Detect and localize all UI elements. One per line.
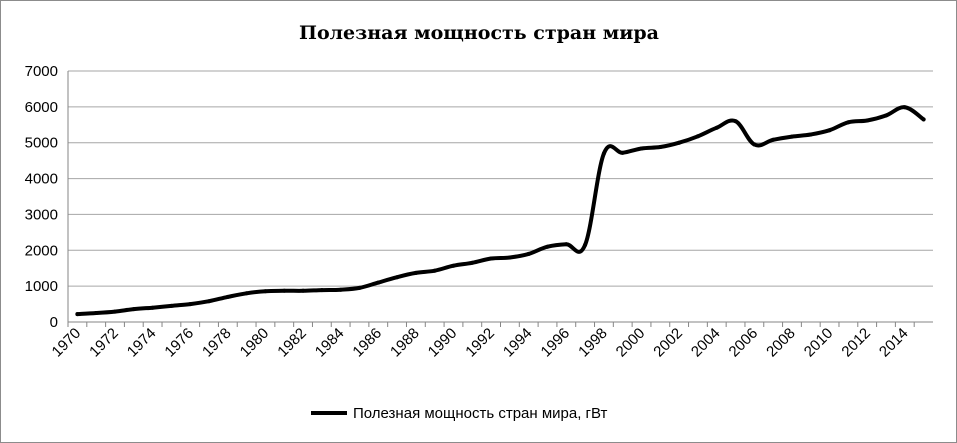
data-point-2000 [639,146,644,151]
axes [67,71,933,327]
x-tick-label-1972: 1972 [86,325,122,361]
data-point-1980 [263,289,268,294]
data-point-1978 [225,294,230,299]
y-tick-label-5000: 5000 [25,135,58,152]
data-point-1979 [244,291,249,296]
x-tick-label-2000: 2000 [613,325,649,361]
data-point-2009 [808,132,813,137]
data-point-2006 [752,142,757,147]
data-point-1986 [376,280,381,285]
x-tick-label-2002: 2002 [650,325,686,361]
x-tick-label-1976: 1976 [161,325,197,361]
x-axis-tick-labels: 1970 1972 1974 1976 1978 1980 1982 1984 1986 1988… [49,325,912,361]
x-tick-label-1978: 1978 [199,325,235,361]
x-tick-label-1984: 1984 [312,325,348,361]
x-tick-label-1996: 1996 [538,325,574,361]
data-point-2005 [733,119,738,124]
data-point-2015 [921,117,926,122]
x-tick-label-2014: 2014 [876,325,912,361]
data-point-1974 [150,305,155,310]
series-line-0 [75,105,926,317]
data-point-1985 [357,285,362,290]
y-tick-label-1000: 1000 [25,278,58,295]
data-point-1970 [75,312,80,317]
data-point-2013 [884,113,888,118]
data-point-1987 [395,275,400,280]
y-tick-label-0: 0 [50,314,58,331]
data-point-1976 [188,302,193,307]
data-point-1983 [319,288,324,293]
data-point-2012 [865,118,870,123]
data-point-1996 [564,242,569,247]
data-point-2001 [658,145,663,149]
data-point-2014 [902,105,907,110]
x-tick-label-1998: 1998 [575,325,611,361]
data-point-1998 [601,151,606,156]
data-point-1990 [451,263,456,268]
data-point-1991 [470,260,475,265]
data-point-1984 [338,287,343,292]
data-point-1997 [583,242,588,247]
x-tick-label-2004: 2004 [688,325,724,361]
data-point-1989 [432,268,437,273]
x-tick-label-2008: 2008 [763,325,799,361]
x-tick-label-1992: 1992 [462,325,498,361]
data-point-1988 [413,270,418,275]
data-point-1995 [545,244,550,249]
data-point-1992 [489,256,494,261]
legend-label: Полезная мощность стран мира, гВт [353,405,608,422]
chart-title: Полезная мощность стран мира [299,22,659,44]
x-tick-label-2012: 2012 [838,325,874,361]
x-tick-label-1986: 1986 [349,325,385,361]
data-point-1975 [169,303,174,308]
y-tick-label-2000: 2000 [25,242,58,259]
data-point-1994 [526,251,531,256]
y-tick-label-6000: 6000 [25,99,58,116]
data-point-2002 [677,140,682,145]
data-point-1973 [131,307,136,312]
data-point-1977 [207,299,211,304]
data-point-2010 [827,128,832,133]
data-point-1972 [113,309,117,314]
y-axis-tick-labels: 0 1000 2000 3000 4000 5000 6000 7000 [25,63,58,331]
data-point-1993 [507,255,512,260]
y-tick-label-3000: 3000 [25,206,58,223]
x-tick-label-1982: 1982 [274,325,310,361]
data-point-1971 [94,311,99,315]
x-tick-label-1988: 1988 [387,325,423,361]
gridlines [68,70,933,287]
data-point-1982 [301,288,306,293]
data-point-2008 [790,134,794,139]
x-tick-label-1994: 1994 [500,325,536,361]
x-tick-label-1990: 1990 [425,325,461,361]
x-tick-label-2010: 2010 [801,325,837,361]
x-tick-label-2006: 2006 [726,325,762,361]
legend: Полезная мощность стран мира, гВт [311,405,608,422]
series-layer [75,105,926,317]
data-point-2011 [846,120,851,125]
data-point-2003 [695,134,700,139]
x-tick-label-1974: 1974 [124,325,160,361]
y-tick-label-7000: 7000 [25,63,58,80]
data-point-1981 [282,288,287,293]
x-tick-label-1980: 1980 [237,325,273,361]
data-point-1999 [620,150,625,155]
y-tick-label-4000: 4000 [25,171,58,188]
data-point-2004 [714,125,719,130]
data-point-2007 [771,137,776,142]
